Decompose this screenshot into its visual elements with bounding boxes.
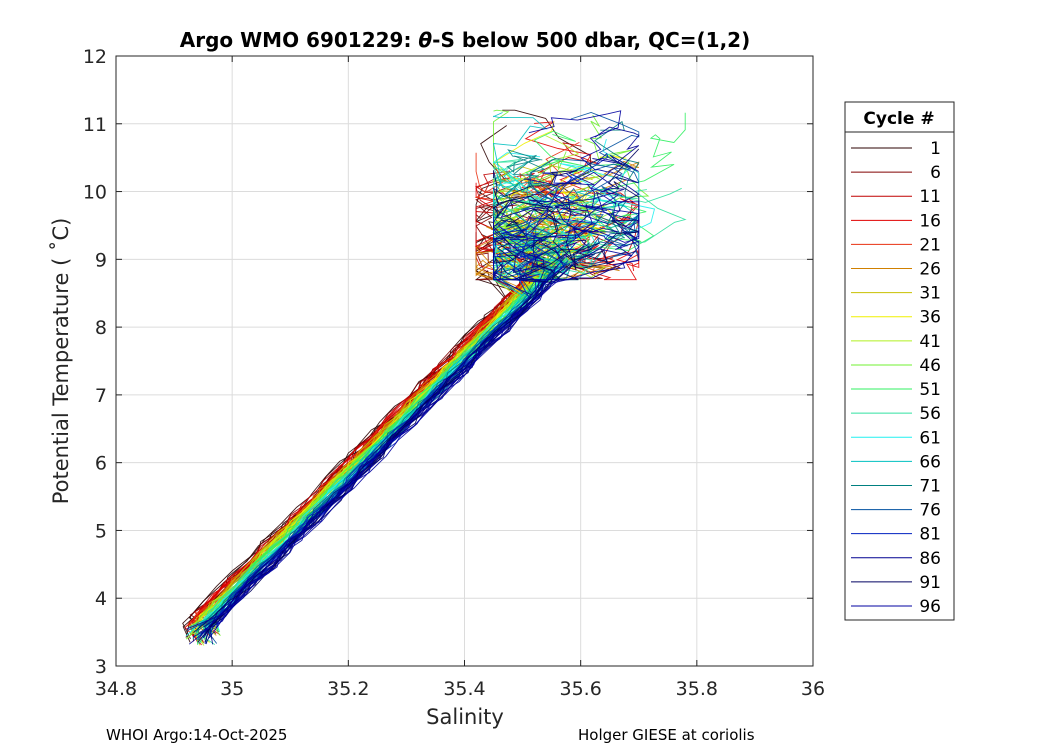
footer-right: Holger GIESE at coriolis (578, 726, 755, 744)
y-tick-label: 7 (95, 385, 107, 407)
profile-curve (195, 182, 542, 628)
y-tick-label: 10 (83, 182, 107, 204)
legend-title: Cycle # (863, 109, 934, 129)
chart-title: Argo WMO 6901229: θ-S below 500 dbar, QC… (180, 28, 750, 52)
legend-label: 61 (919, 428, 941, 448)
profile-curves (182, 109, 687, 646)
legend-label: 51 (919, 380, 941, 400)
legend-label: 71 (919, 476, 941, 496)
profile-curve (215, 199, 570, 629)
x-tick-label: 36 (801, 678, 825, 700)
legend-label: 6 (930, 163, 941, 183)
legend-label: 81 (919, 525, 941, 545)
y-tick-label: 9 (95, 249, 107, 271)
legend-label: 21 (919, 235, 941, 255)
profile-curve (186, 204, 640, 630)
y-tick-label: 5 (95, 520, 107, 542)
legend-label: 41 (919, 332, 941, 352)
profile-curve (200, 183, 640, 635)
legend-label: 46 (919, 356, 941, 376)
profile-curve (204, 203, 605, 627)
y-tick-label: 3 (95, 656, 107, 678)
legend-label: 96 (919, 597, 941, 617)
x-tick-label: 35.6 (560, 678, 602, 700)
x-tick-label: 35.8 (676, 678, 718, 700)
profile-curve (209, 126, 640, 645)
profile-curve (192, 191, 640, 638)
y-axis-label: Potential Temperature ( ˚C) (49, 218, 73, 505)
legend-label: 86 (919, 549, 941, 569)
profile-curve (208, 163, 640, 635)
y-tick-label: 12 (83, 46, 107, 68)
legend-label: 66 (919, 452, 941, 472)
y-tick-label: 8 (95, 317, 107, 339)
legend-label: 1 (930, 139, 941, 159)
legend-label: 16 (919, 211, 941, 231)
axis-ticks: 34.8 35 35.2 35.4 35.6 35.8 36 3 4 5 6 7 8 9 10 11 12 (83, 46, 825, 700)
legend-label: 36 (919, 308, 941, 328)
profile-curve (204, 199, 615, 636)
y-tick-label: 4 (95, 588, 107, 610)
legend: Cycle # 16111621263136414651566166717681… (844, 101, 955, 621)
legend-label: 11 (919, 187, 941, 207)
profile-curve (188, 193, 541, 634)
x-axis-label: Salinity (426, 705, 504, 729)
legend-label: 76 (919, 501, 941, 521)
x-tick-label: 35.2 (327, 678, 369, 700)
legend-label: 91 (919, 573, 941, 593)
legend-label: 26 (919, 260, 941, 280)
y-tick-label: 6 (95, 453, 107, 475)
legend-label: 56 (919, 404, 941, 424)
y-tick-label: 11 (83, 114, 107, 136)
x-tick-label: 35 (220, 678, 244, 700)
footer-left: WHOI Argo:14-Oct-2025 (106, 726, 288, 744)
legend-label: 31 (919, 284, 941, 304)
x-tick-label: 35.4 (443, 678, 485, 700)
x-tick-label: 34.8 (95, 678, 137, 700)
